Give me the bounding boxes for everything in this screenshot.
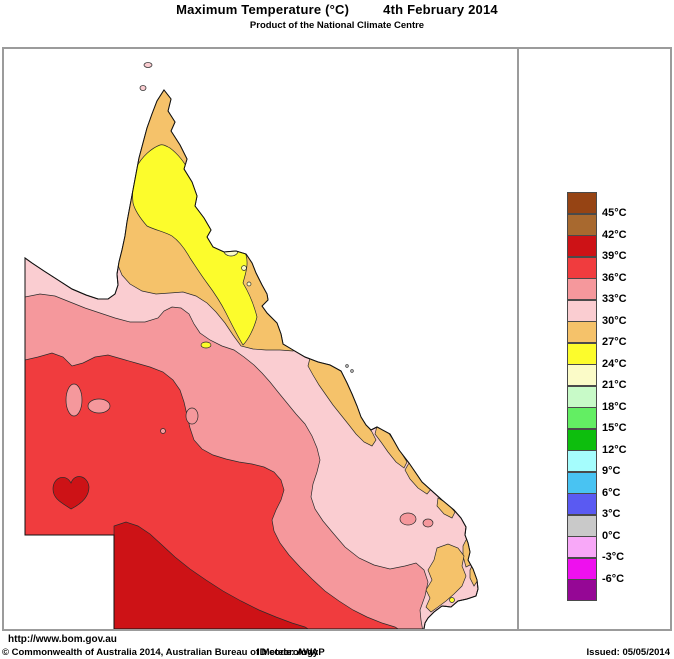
legend-label: 33°C — [602, 293, 627, 305]
offshore-island — [345, 364, 349, 368]
legend-label: 6°C — [602, 486, 621, 499]
legend-cell — [567, 385, 597, 408]
offshore-island — [350, 369, 354, 373]
legend-label: 42°C — [602, 228, 627, 241]
legend-label: 27°C — [602, 336, 627, 348]
legend-label: -6°C — [602, 572, 625, 585]
state-border-outline — [24, 89, 479, 629]
torres-strait-island — [143, 62, 153, 68]
speck-24-27 — [449, 597, 455, 603]
legend-cell — [567, 321, 597, 343]
enclave-33-36 — [422, 518, 434, 528]
legend-cell — [567, 471, 597, 494]
legend-label: -3°C — [602, 551, 625, 563]
legend-panel-divider — [517, 47, 519, 631]
enclave-33-36 — [87, 398, 111, 414]
legend-cell — [567, 579, 597, 601]
legend-cell — [567, 536, 597, 558]
legend-label: 45°C — [602, 207, 627, 219]
legend-label: 15°C — [602, 422, 627, 434]
legend-cell — [567, 213, 597, 236]
legend-label: 39°C — [602, 250, 627, 262]
legend-cell — [567, 256, 597, 279]
legend-cell — [567, 278, 597, 300]
legend-cell — [567, 407, 597, 429]
legend-label: 24°C — [602, 357, 627, 370]
legend-label: 30°C — [602, 314, 627, 327]
region-cream-21-24 — [246, 281, 252, 287]
southeast-patch-27-30 — [454, 617, 470, 629]
legend-label: 12°C — [602, 443, 627, 456]
legend-label: 9°C — [602, 465, 621, 477]
legend-cell — [567, 235, 597, 257]
speck-24-27 — [200, 341, 212, 349]
legend-label: 3°C — [602, 508, 621, 520]
enclave-33-36 — [160, 428, 166, 434]
issued-date-text: Issued: 05/05/2014 — [586, 647, 670, 658]
id-code-text: ID code: AWAP — [257, 647, 325, 658]
legend-label: 36°C — [602, 271, 627, 284]
map-title: Maximum Temperature (°C) — [176, 2, 350, 17]
map-date: 4th February 2014 — [383, 2, 498, 17]
legend-cell — [567, 342, 597, 365]
map-subtitle: Product of the National Climate Centre — [249, 20, 425, 31]
enclave-33-36 — [399, 512, 417, 526]
region-hotspot-39-42 — [52, 476, 90, 510]
legend-cell — [567, 557, 597, 580]
legend-cell — [567, 192, 597, 214]
legend-cell — [567, 299, 597, 322]
speck-24-27 — [437, 615, 443, 621]
legend-cell — [567, 493, 597, 515]
enclave-33-36 — [185, 407, 199, 425]
region-cream-21-24 — [241, 265, 247, 271]
region-peninsula-east-24-27 — [210, 178, 238, 204]
torres-strait-island — [139, 85, 147, 91]
copyright-text: © Commonwealth of Australia 2014, Austra… — [2, 647, 319, 658]
queensland-temperature-map — [24, 62, 479, 629]
legend-cell — [567, 428, 597, 451]
enclave-33-36 — [65, 383, 83, 417]
legend-label: 21°C — [602, 379, 627, 391]
legend-cell — [567, 514, 597, 537]
legend-cell — [567, 450, 597, 472]
southeast-patch-27-30 — [425, 543, 467, 613]
legend-cell — [567, 364, 597, 386]
bom-url: http://www.bom.gov.au — [8, 634, 117, 645]
legend-label: 0°C — [602, 529, 621, 542]
legend-label: 18°C — [602, 400, 627, 413]
page-title-row: Maximum Temperature (°C) 4th February 201… — [0, 2, 674, 17]
